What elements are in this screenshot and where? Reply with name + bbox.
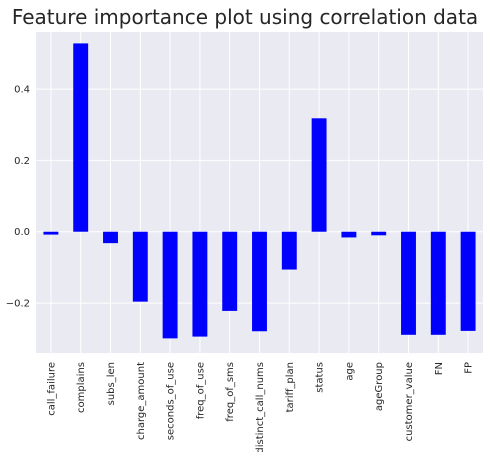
bar-customer_value <box>401 231 416 335</box>
x-tick-label: tariff_plan <box>285 362 296 412</box>
bar-complains <box>73 43 89 232</box>
x-tick-label: status <box>315 362 326 393</box>
x-tick-label: freq_of_sms <box>225 362 236 422</box>
x-tick-label: seconds_of_use <box>166 362 177 440</box>
x-axis-ticks: call_failure complains subs_len charge_amou… <box>46 362 474 452</box>
x-tick-label: customer_value <box>404 362 415 441</box>
x-tick-label: charge_amount <box>136 362 147 440</box>
y-tick-label: 0.0 <box>14 227 30 238</box>
x-tick-label: ageGroup <box>374 362 385 411</box>
y-tick-label: −0.2 <box>6 299 30 310</box>
bar-status <box>311 118 327 232</box>
x-tick-label: freq_of_use <box>195 362 206 419</box>
y-axis-ticks: 0.4 0.2 0.0 −0.2 <box>6 85 30 310</box>
bar-ageGroup <box>371 231 387 236</box>
bar-age <box>341 231 357 238</box>
y-tick-label: 0.4 <box>14 85 30 96</box>
bars <box>43 43 476 339</box>
bar-FP <box>460 231 476 331</box>
bar-FN <box>430 231 446 335</box>
y-tick-label: 0.2 <box>14 156 30 167</box>
x-tick-label: subs_len <box>106 362 117 405</box>
x-tick-label: FN <box>434 362 445 375</box>
bar-charge_amount <box>132 231 148 302</box>
bar-subs_len <box>103 231 118 244</box>
bar-seconds_of_use <box>162 231 178 339</box>
chart-title: Feature importance plot using correlatio… <box>12 5 478 29</box>
bar-freq_of_use <box>192 231 208 337</box>
bar-distinct_call_nums <box>252 231 267 332</box>
x-tick-label: age <box>344 362 355 381</box>
bar-tariff_plan <box>281 231 297 270</box>
x-tick-label: distinct_call_nums <box>255 362 266 452</box>
x-tick-label: complains <box>76 362 87 413</box>
x-tick-label: call_failure <box>46 362 57 416</box>
bar-call_failure <box>43 231 59 235</box>
bar-freq_of_sms <box>222 231 238 311</box>
x-tick-label: FP <box>464 362 475 374</box>
